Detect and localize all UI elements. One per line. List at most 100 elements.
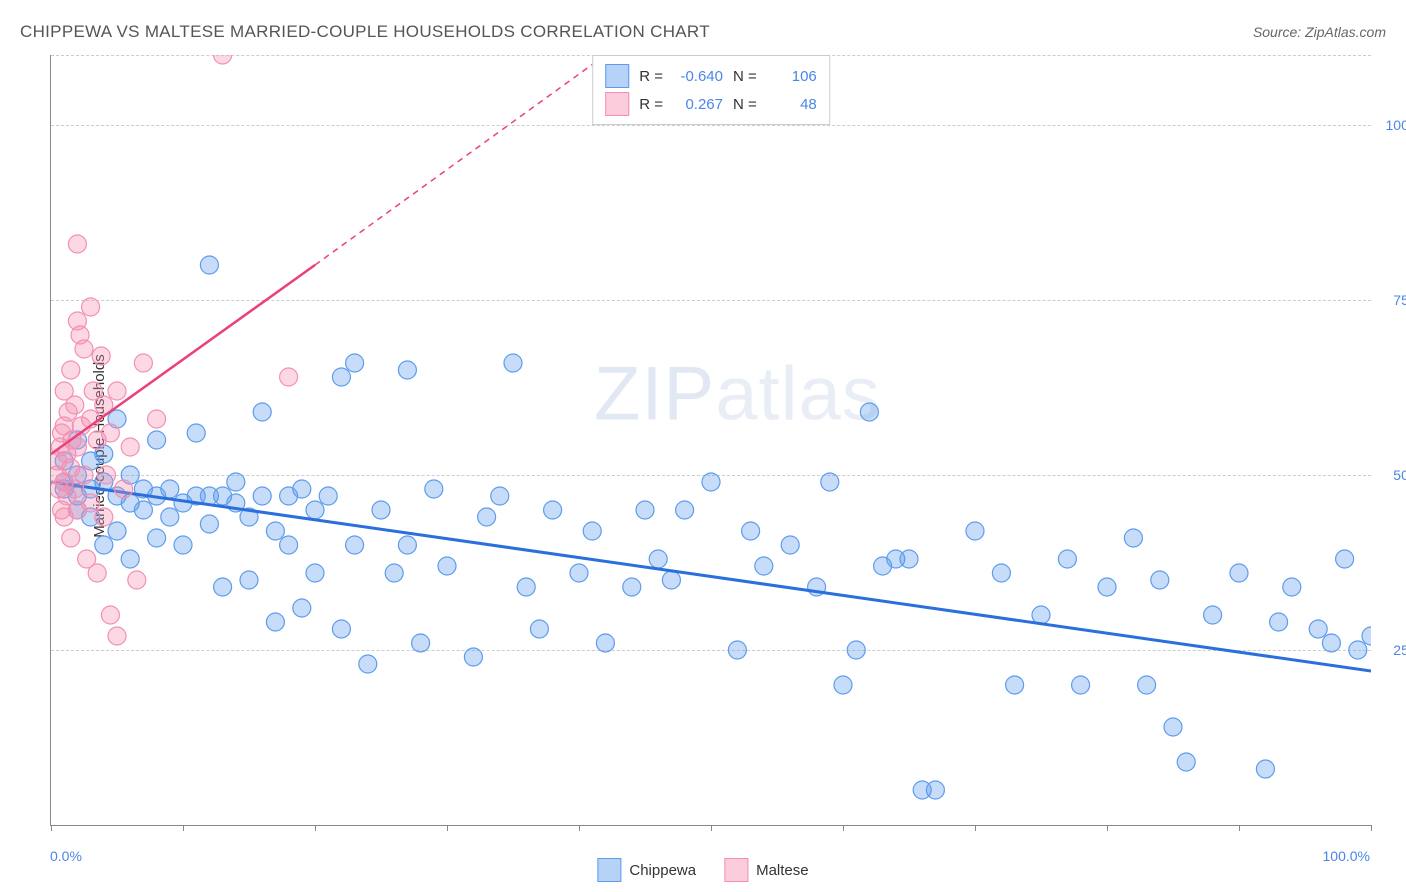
data-point [161, 508, 179, 526]
data-point [319, 487, 337, 505]
data-point [306, 501, 324, 519]
data-point [926, 781, 944, 799]
data-point [1138, 676, 1156, 694]
data-point [372, 501, 390, 519]
data-point [662, 571, 680, 589]
data-point [583, 522, 601, 540]
data-point [1204, 606, 1222, 624]
data-point [900, 550, 918, 568]
data-point [570, 564, 588, 582]
data-point [174, 536, 192, 554]
x-tick [579, 825, 580, 831]
data-point [82, 494, 100, 512]
stats-r-value-maltese: 0.267 [673, 96, 723, 113]
stats-n-label: N = [733, 68, 757, 85]
data-point [1151, 571, 1169, 589]
data-point [781, 536, 799, 554]
data-point [438, 557, 456, 575]
legend-swatch-maltese [724, 858, 748, 882]
stats-n-value-chippewa: 106 [767, 68, 817, 85]
legend-item-chippewa: Chippewa [597, 858, 696, 882]
stats-r-label: R = [639, 68, 663, 85]
data-point [596, 634, 614, 652]
data-point [266, 522, 284, 540]
data-point [75, 340, 93, 358]
stats-swatch-maltese [605, 92, 629, 116]
data-point [1349, 641, 1367, 659]
data-point [412, 634, 430, 652]
data-point [108, 382, 126, 400]
data-point [101, 424, 119, 442]
data-point [95, 508, 113, 526]
data-point [200, 256, 218, 274]
chart-title: CHIPPEWA VS MALTESE MARRIED-COUPLE HOUSE… [20, 22, 710, 42]
data-point [1322, 634, 1340, 652]
data-point [517, 578, 535, 596]
x-tick [843, 825, 844, 831]
x-tick-label-max: 100.0% [1323, 848, 1370, 864]
legend-label-chippewa: Chippewa [629, 862, 696, 879]
data-point [200, 515, 218, 533]
x-tick [711, 825, 712, 831]
data-point [332, 620, 350, 638]
data-point [1124, 529, 1142, 547]
data-point [346, 536, 364, 554]
data-point [161, 480, 179, 498]
legend: Chippewa Maltese [597, 858, 808, 882]
data-point [227, 473, 245, 491]
data-point [115, 480, 133, 498]
data-point [728, 641, 746, 659]
data-point [332, 368, 350, 386]
data-point [544, 501, 562, 519]
data-point [847, 641, 865, 659]
data-point [108, 522, 126, 540]
data-point [966, 522, 984, 540]
data-point [68, 235, 86, 253]
data-point [1309, 620, 1327, 638]
data-point [62, 529, 80, 547]
x-tick [975, 825, 976, 831]
data-point [1256, 760, 1274, 778]
data-point [214, 578, 232, 596]
data-point [359, 655, 377, 673]
data-point [992, 564, 1010, 582]
data-point [134, 354, 152, 372]
data-point [253, 487, 271, 505]
data-point [148, 410, 166, 428]
data-point [75, 466, 93, 484]
correlation-stats-box: R = -0.640 N = 106 R = 0.267 N = 48 [592, 55, 830, 125]
data-point [1283, 578, 1301, 596]
data-point [187, 424, 205, 442]
data-point [1032, 606, 1050, 624]
data-point [1098, 578, 1116, 596]
x-tick [315, 825, 316, 831]
chart-plot-area: ZIPatlas R = -0.640 N = 106 R = 0.267 N … [50, 55, 1371, 826]
x-tick [183, 825, 184, 831]
data-point [491, 487, 509, 505]
data-point [148, 529, 166, 547]
stats-swatch-chippewa [605, 64, 629, 88]
data-point [1006, 676, 1024, 694]
data-point [253, 403, 271, 421]
data-point [148, 431, 166, 449]
x-tick [447, 825, 448, 831]
stats-r-label: R = [639, 96, 663, 113]
legend-label-maltese: Maltese [756, 862, 809, 879]
data-point [834, 676, 852, 694]
y-tick-label: 75.0% [1378, 292, 1406, 308]
data-point [478, 508, 496, 526]
data-point [398, 361, 416, 379]
y-tick-label: 25.0% [1378, 642, 1406, 658]
scatter-svg [51, 55, 1371, 825]
data-point [346, 354, 364, 372]
x-tick [51, 825, 52, 831]
stats-row-chippewa: R = -0.640 N = 106 [605, 62, 817, 90]
data-point [280, 536, 298, 554]
x-tick [1239, 825, 1240, 831]
data-point [293, 480, 311, 498]
data-point [88, 564, 106, 582]
stats-row-maltese: R = 0.267 N = 48 [605, 90, 817, 118]
stats-n-label: N = [733, 96, 757, 113]
chart-header: CHIPPEWA VS MALTESE MARRIED-COUPLE HOUSE… [20, 22, 1386, 42]
data-point [1336, 550, 1354, 568]
